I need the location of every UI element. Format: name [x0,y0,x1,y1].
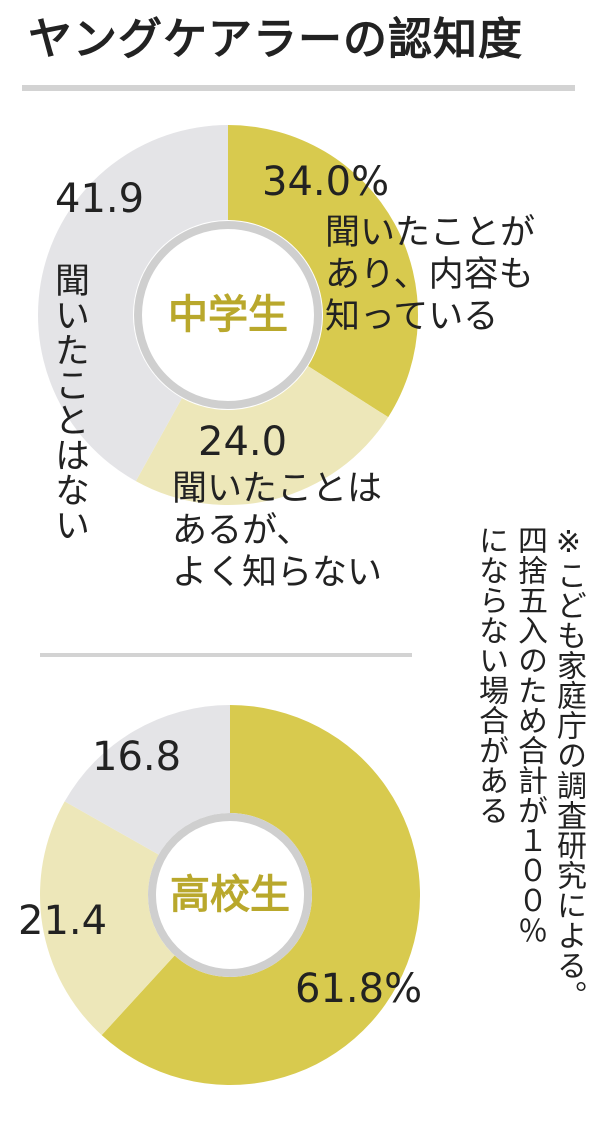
donut-segment [228,125,418,418]
inner-ring [134,221,322,409]
center-label: 中学生 [168,292,288,338]
chart-title: ヤングケアラーの認知度 [28,14,523,65]
category-label: 聞いたことはない [49,262,89,542]
inner-ring [148,813,312,977]
value-label: 24.0 [198,419,288,465]
category-label: 聞いたことが あり、内容も 知っている [325,213,536,337]
value-label: 16.8 [92,734,182,780]
value-label: 61.8% [295,966,423,1012]
value-label: 41.9 [55,176,145,222]
note: ※こども家庭庁の調査研究による。 四捨五入のため合計が１００％ にならない場合が… [473,525,586,1010]
value-label: 34.0% [262,159,390,205]
category-label: 聞いたことは あるが、 よく知らない [172,469,383,593]
center-label: 高校生 [170,872,290,918]
donut-segment [135,366,389,506]
value-label: 21.4 [18,898,108,944]
donut-segment [40,801,175,1036]
donut-segment [38,125,228,482]
donut-segment [64,705,230,855]
donut-segment [101,705,420,1085]
